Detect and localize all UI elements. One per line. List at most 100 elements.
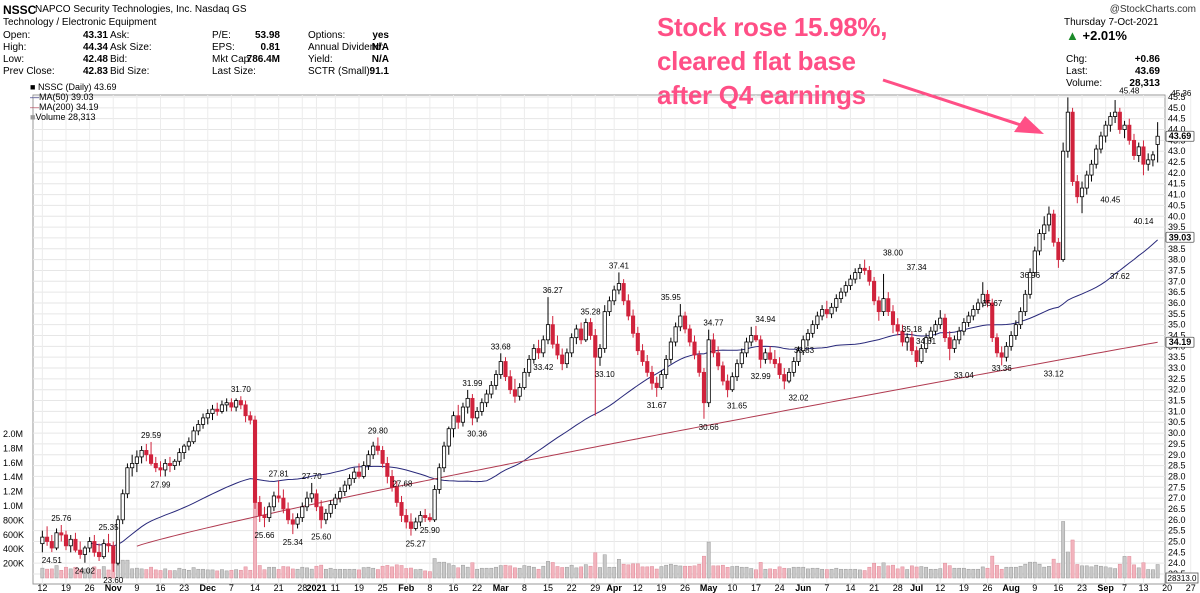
volume-bar: [201, 568, 205, 579]
candle-body: [687, 328, 692, 343]
up-triangle-icon: ▲: [1066, 28, 1079, 43]
price-data-label: 27.68: [392, 479, 413, 488]
volume-bar: [848, 568, 853, 579]
volume-bar: [687, 565, 692, 579]
volume-bar: [272, 566, 276, 579]
candle-body: [815, 315, 820, 326]
candle-body: [257, 502, 262, 516]
volume-bar: [602, 554, 607, 579]
volume-bar: [1113, 568, 1118, 579]
volume-bar: [484, 567, 489, 579]
candle-body: [673, 326, 678, 343]
volume-bar: [763, 568, 768, 579]
price-data-label: 35.18: [902, 325, 923, 334]
volume-bar: [432, 558, 437, 579]
price-tick-label: 31.0: [1168, 406, 1186, 416]
candle-body: [744, 341, 749, 354]
candle-body: [328, 504, 333, 514]
candle-body: [167, 463, 173, 466]
price-tick-label: 41.5: [1168, 179, 1186, 189]
volume-bar: [829, 568, 834, 579]
field-value: 43.31: [82, 30, 108, 41]
date-tick-label: 13: [1138, 583, 1148, 593]
candle-body: [59, 532, 64, 536]
candle-body: [1046, 213, 1051, 226]
volume-bar: [730, 566, 735, 579]
volume-bar: [550, 562, 555, 579]
field-label: Ask:: [110, 30, 130, 41]
candle-body: [758, 339, 763, 360]
field-label: Last:: [1066, 66, 1088, 77]
stockcharts-logo: @StockCharts.com: [1109, 4, 1196, 15]
volume-bar: [914, 566, 919, 579]
volume-bar: [938, 568, 943, 579]
price-tick-label: 42.5: [1168, 157, 1186, 167]
candle-body: [489, 384, 494, 395]
field-label: Last Size:: [212, 66, 256, 77]
price-data-label: 31.65: [727, 401, 748, 410]
candle-body: [40, 536, 45, 545]
volume-bar: [423, 570, 428, 579]
candle-body: [87, 541, 92, 549]
field-value: 91.1: [369, 66, 389, 77]
price-tick-label: 34.5: [1168, 331, 1186, 341]
volume-bar: [375, 569, 380, 579]
candle-body: [966, 315, 971, 323]
candle-body: [163, 463, 168, 471]
volume-bar: [796, 566, 801, 579]
volume-tick-label: 1.8M: [3, 443, 23, 453]
date-tick-label: Jul: [910, 583, 923, 593]
price-tick-label: 40.5: [1168, 200, 1186, 210]
candle-body: [238, 400, 243, 406]
volume-bar: [437, 561, 442, 579]
candle-body: [602, 311, 607, 349]
candle-body: [413, 521, 418, 529]
candle-body: [68, 538, 73, 547]
legend-ma50-text: MA(50) 39.03: [39, 92, 94, 102]
volume-tag-label: 28313.0: [1168, 574, 1197, 583]
candle-body: [441, 445, 447, 469]
candle-body: [172, 460, 177, 466]
date-tick-label: 26: [85, 583, 95, 593]
candle-body: [900, 330, 905, 343]
price-data-label: 27.99: [150, 481, 171, 490]
chart-legend: ■ NSSC (Daily) 43.69 —MA(50) 39.03 —MA(2…: [30, 82, 116, 122]
candle-body: [862, 267, 867, 271]
volume-bar: [1042, 566, 1047, 579]
candle-body: [768, 352, 773, 360]
candle-body: [248, 415, 253, 421]
volume-bar: [59, 570, 64, 579]
date-tick-label: Jun: [795, 583, 811, 593]
price-tick-label: 38.5: [1168, 244, 1186, 254]
price-data-label: 33.10: [595, 370, 616, 379]
price-tick-label: 37.0: [1168, 276, 1186, 286]
candle-body: [300, 506, 305, 519]
candle-body: [583, 322, 588, 341]
volume-bar: [229, 569, 234, 579]
field-label: Annual Dividend:: [308, 42, 384, 53]
volume-bar: [957, 567, 962, 579]
date-tick-label: 11: [331, 583, 340, 593]
candle-body: [999, 352, 1004, 358]
candle-body: [229, 402, 234, 408]
candle-body: [508, 376, 513, 391]
candle-body: [711, 339, 716, 354]
candle-body: [664, 358, 669, 375]
candle-body: [593, 335, 598, 358]
date-tick-label: 19: [959, 583, 969, 593]
candle-body: [881, 298, 886, 313]
candle-body: [432, 489, 437, 521]
volume-bar: [267, 566, 272, 579]
field-label: Chg:: [1066, 54, 1088, 65]
candle-body: [54, 532, 59, 549]
candle-body: [734, 363, 740, 378]
candle-body: [848, 278, 853, 287]
volume-bar: [442, 561, 446, 579]
legend-ma200-text: MA(200) 34.19: [39, 102, 99, 112]
candle-body: [621, 283, 626, 302]
field-label: EPS:: [212, 42, 235, 53]
candle-body: [753, 335, 759, 341]
price-data-label: 25.66: [254, 531, 275, 540]
candle-body: [588, 322, 593, 336]
candle-body: [872, 280, 877, 302]
